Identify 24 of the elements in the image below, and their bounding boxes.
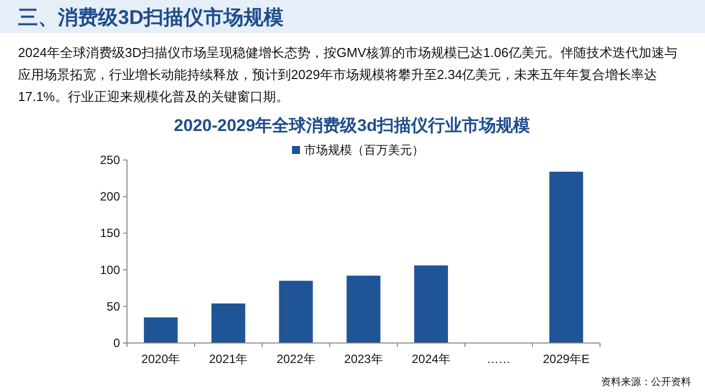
chart-title: 2020-2029年全球消费级3d扫描仪行业市场规模 [174, 116, 530, 135]
y-tick-label: 100 [100, 262, 120, 277]
text: 2024年全球消费级3D扫描仪市场呈现稳健增长态势，按GMV核算的市场规模已达1.06亿美元。伴随技术迭代加速与应用场景拓宽，行业增长动能持续释放，预计到2029年市场规模将攀升至2.34亿美元，未来五年年复合增长率达17.1%。行业正迎来规模化普及的关键窗口期。 [18, 44, 678, 106]
x-tick-label: 2024年 [412, 352, 450, 366]
bar [211, 303, 246, 343]
text: 资料来源：公开资料 [601, 376, 691, 389]
bar [279, 280, 313, 343]
x-tick-label: 2021年 [209, 352, 248, 366]
y-tick-label: 200 [100, 190, 120, 204]
x-tick-label: …… [486, 352, 511, 366]
x-tick-label: 2023年 [344, 352, 383, 366]
x-tick-label: 2020年 [141, 352, 180, 366]
y-tick-label: 150 [100, 226, 120, 240]
y-tick-label: 50 [106, 299, 120, 314]
legend: 市场规模（百万美元） [292, 143, 424, 157]
y-tick-label: 0 [113, 336, 120, 350]
bar [346, 276, 380, 343]
text: 三、消费级3D扫描仪市场规模 [18, 6, 284, 31]
x-tick-label: 2029年E [542, 352, 590, 366]
bar [144, 317, 178, 343]
x-tick-label: 2022年 [276, 352, 316, 366]
bar [414, 265, 448, 343]
y-tick-label: 250 [100, 153, 120, 167]
bar [549, 172, 584, 343]
